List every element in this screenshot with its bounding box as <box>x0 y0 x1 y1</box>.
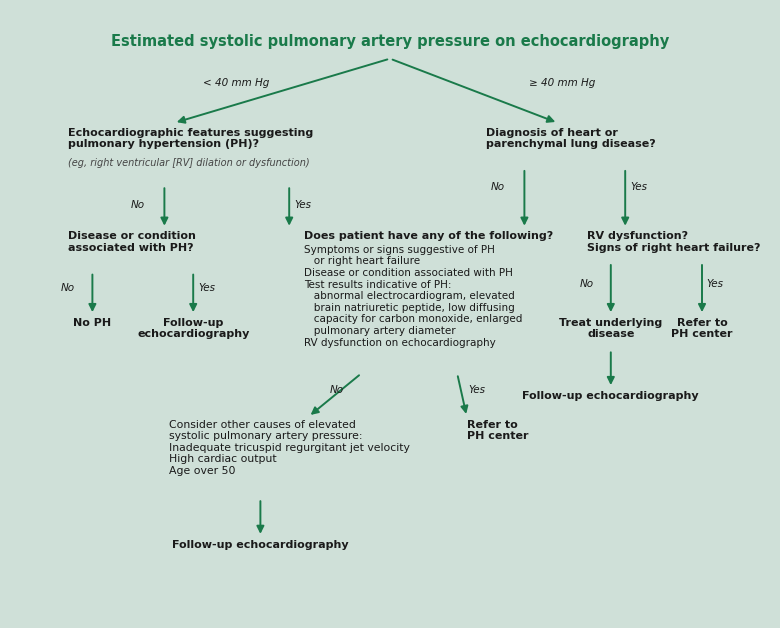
Text: Treat underlying
disease: Treat underlying disease <box>559 318 662 340</box>
Text: Follow-up echocardiography: Follow-up echocardiography <box>172 539 349 550</box>
Text: Refer to
PH center: Refer to PH center <box>466 420 528 441</box>
Text: Does patient have any of the following?: Does patient have any of the following? <box>303 232 553 241</box>
Text: Consider other causes of elevated
systolic pulmonary artery pressure:
Inadequate: Consider other causes of elevated systol… <box>169 420 410 476</box>
Text: ≥ 40 mm Hg: ≥ 40 mm Hg <box>529 78 596 88</box>
Text: No PH: No PH <box>73 318 112 328</box>
Text: < 40 mm Hg: < 40 mm Hg <box>203 78 269 88</box>
Text: Refer to
PH center: Refer to PH center <box>672 318 732 340</box>
Text: Yes: Yes <box>198 283 215 293</box>
Text: Yes: Yes <box>469 385 486 395</box>
Text: RV dysfunction?
Signs of right heart failure?: RV dysfunction? Signs of right heart fai… <box>587 232 760 253</box>
Text: No: No <box>131 200 145 210</box>
Text: Estimated systolic pulmonary artery pressure on echocardiography: Estimated systolic pulmonary artery pres… <box>111 34 669 49</box>
Text: No: No <box>491 183 505 192</box>
Text: Yes: Yes <box>630 183 647 192</box>
Text: Yes: Yes <box>294 200 311 210</box>
Text: Yes: Yes <box>707 279 724 290</box>
Text: Follow-up echocardiography: Follow-up echocardiography <box>523 391 699 401</box>
Text: No: No <box>580 279 594 290</box>
Text: Symptoms or signs suggestive of PH
   or right heart failure
Disease or conditio: Symptoms or signs suggestive of PH or ri… <box>303 245 522 348</box>
Text: Diagnosis of heart or
parenchymal lung disease?: Diagnosis of heart or parenchymal lung d… <box>486 127 656 149</box>
Text: Follow-up
echocardiography: Follow-up echocardiography <box>137 318 250 340</box>
Text: No: No <box>330 385 344 395</box>
Text: No: No <box>61 283 75 293</box>
Text: Disease or condition
associated with PH?: Disease or condition associated with PH? <box>69 232 197 253</box>
Text: (eg, right ventricular [RV] dilation or dysfunction): (eg, right ventricular [RV] dilation or … <box>69 158 310 168</box>
Text: Echocardiographic features suggesting
pulmonary hypertension (PH)?: Echocardiographic features suggesting pu… <box>69 127 314 149</box>
